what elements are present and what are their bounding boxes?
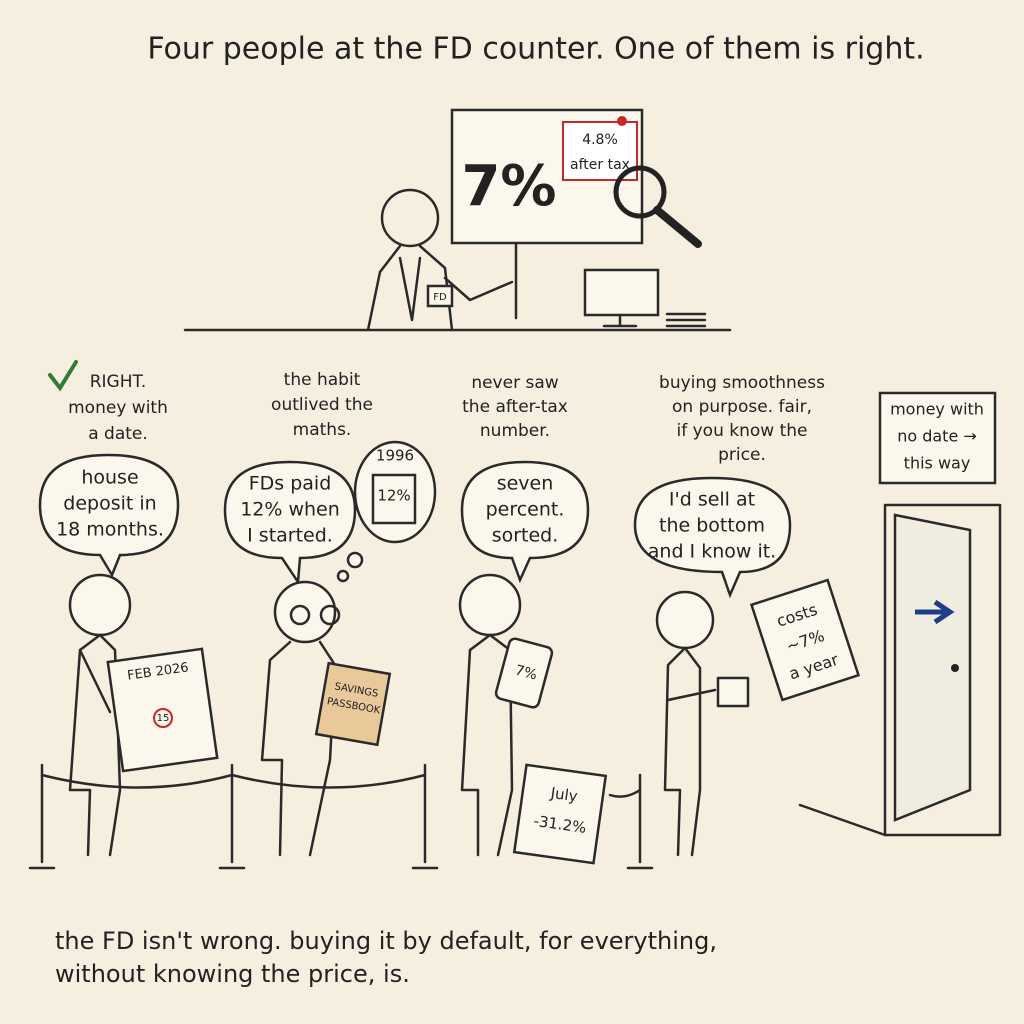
speech: deposit in — [63, 493, 156, 515]
speech: I started. — [247, 525, 333, 547]
annotation: a date. — [88, 424, 148, 444]
annotation: buying smoothness — [659, 373, 825, 393]
check-mark — [48, 360, 78, 392]
stanchions — [28, 763, 654, 870]
annotation: the habit — [284, 370, 361, 390]
speech: and I know it. — [648, 541, 776, 563]
sign-note: after tax — [570, 157, 630, 173]
thought-year: 1996 — [376, 447, 414, 465]
annotation: on purpose. fair, — [672, 397, 812, 417]
paper-text: July — [549, 784, 579, 806]
figures — [68, 573, 750, 857]
speech: I'd sell at — [669, 489, 755, 511]
annotation: if you know the — [677, 421, 808, 441]
annotation: maths. — [293, 420, 352, 440]
door — [798, 391, 1002, 837]
annotation: money with — [68, 398, 168, 418]
counter-scene — [183, 108, 732, 332]
speech: 12% when — [240, 499, 340, 521]
door-sign: money with — [890, 400, 984, 419]
bubbles — [38, 440, 792, 599]
annotation: never saw — [471, 373, 558, 393]
door-sign: no date → — [897, 427, 977, 446]
thought-rate: 12% — [377, 487, 410, 505]
speech: 18 months. — [56, 519, 164, 541]
title: Four people at the FD counter. One of th… — [147, 32, 924, 67]
door-sign: this way — [904, 454, 971, 473]
speech: FDs paid — [249, 473, 332, 495]
speech: seven — [497, 473, 554, 495]
speech: the bottom — [659, 515, 765, 537]
annotation: the after-tax — [462, 397, 568, 417]
teller-badge: FD — [433, 292, 447, 303]
phone-text: 7% — [513, 662, 539, 683]
speech: sorted. — [492, 525, 559, 547]
sign-note: 4.8% — [582, 132, 618, 148]
footer: the FD isn't wrong. buying it by default… — [55, 927, 717, 955]
speech: percent. — [486, 499, 565, 521]
annotation: number. — [480, 421, 550, 441]
calendar-day: 15 — [157, 713, 170, 724]
sign-main: 7% — [461, 154, 556, 219]
annotation: outlived the — [271, 395, 373, 415]
speech: house — [81, 467, 138, 489]
footer: without knowing the price, is. — [55, 960, 410, 988]
props — [106, 578, 861, 865]
annotation: RIGHT. — [90, 372, 147, 392]
annotation: price. — [718, 445, 766, 465]
